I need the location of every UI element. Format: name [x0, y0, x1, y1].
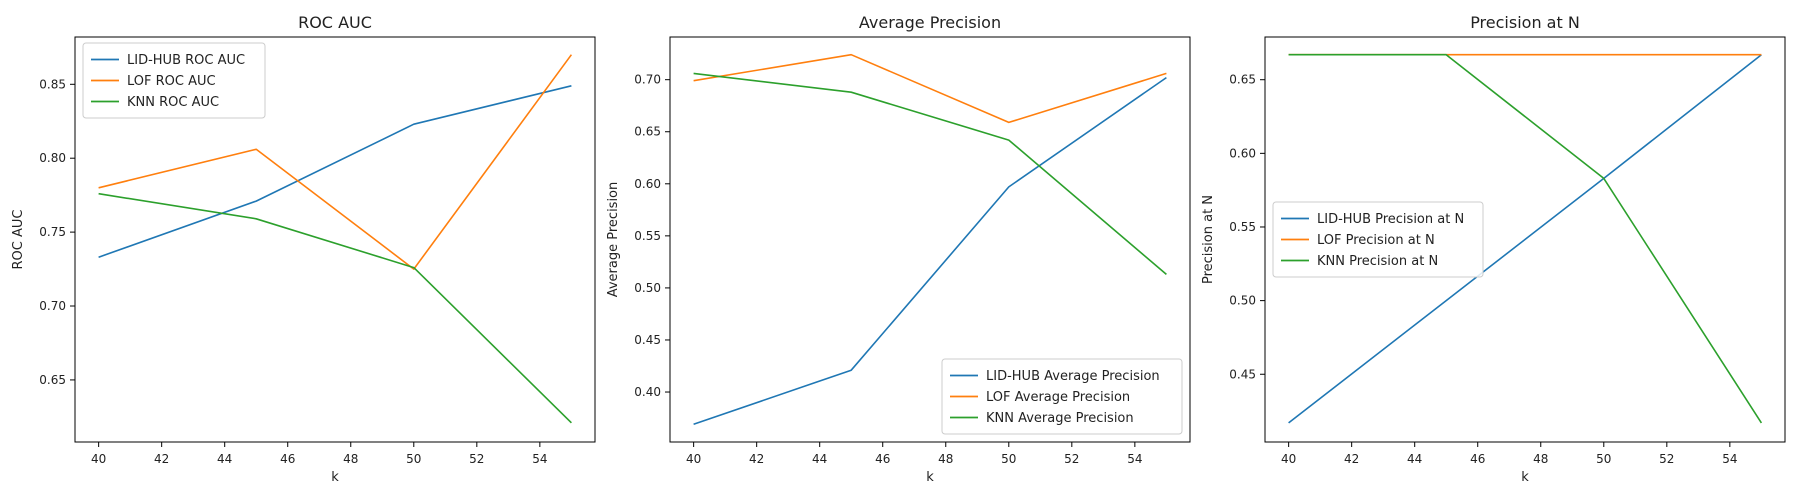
legend-box: [82, 42, 266, 119]
chart-panel-roc-auc: ROC AUC 40 42 44 46 48 50 52 54 0.65 0.70 0.75 0.80…: [11, 13, 596, 485]
x-tick-label: 50: [1596, 452, 1611, 466]
x-tick-label: 54: [532, 452, 547, 466]
x-tick-label: 52: [469, 452, 484, 466]
legend-entry: LID-HUB ROC AUC: [127, 53, 245, 68]
x-tick-label: 46: [1470, 452, 1485, 466]
x-tick-label: 40: [686, 452, 701, 466]
chart-panel-average-precision: Average Precision 40 42 44 46 48 50 52 54 0.40 0.…: [606, 13, 1191, 485]
y-tick-label: 0.60: [634, 177, 661, 191]
x-tick-label: 54: [1127, 452, 1142, 466]
y-tick-label: 0.65: [634, 125, 661, 139]
y-tick-label: 0.55: [634, 229, 661, 243]
x-tick-label: 46: [280, 452, 295, 466]
y-tick-label: 0.40: [634, 385, 661, 399]
x-axis-label: k: [331, 470, 339, 485]
x-tick-label: 40: [1281, 452, 1296, 466]
chart-title: Precision at N: [1470, 13, 1580, 32]
x-tick-label: 52: [1659, 452, 1674, 466]
y-tick-label: 0.60: [1229, 146, 1256, 160]
legend-entry: LOF ROC AUC: [127, 74, 216, 89]
x-tick-label: 52: [1064, 452, 1079, 466]
y-tick-label: 0.55: [1229, 220, 1256, 234]
x-tick-label: 54: [1722, 452, 1737, 466]
x-tick-label: 48: [1533, 452, 1548, 466]
y-tick-label: 0.50: [634, 281, 661, 295]
legend-box: [941, 358, 1183, 435]
x-tick-label: 50: [1001, 452, 1016, 466]
y-tick-label: 0.45: [1229, 367, 1256, 381]
y-tick-label: 0.70: [634, 73, 661, 87]
y-tick-label: 0.80: [39, 151, 66, 165]
legend-entry: LOF Precision at N: [1317, 233, 1435, 248]
series-line-2: [693, 53, 1167, 124]
plot-area: [74, 36, 596, 443]
x-tick-label: 40: [91, 452, 106, 466]
x-tick-label: 48: [343, 452, 358, 466]
y-tick-label: 0.85: [39, 77, 66, 91]
legend: LID-HUB Average Precision LOF Average Pre…: [941, 358, 1183, 435]
y-tick-label: 0.75: [39, 225, 66, 239]
x-axis-label: k: [926, 470, 934, 485]
plot-area: [1264, 36, 1786, 443]
legend-entry: LOF Average Precision: [986, 390, 1130, 405]
series-line-3: [1288, 53, 1763, 424]
legend: LID-HUB Precision at N LOF Precision at N…: [1272, 201, 1484, 278]
series-line-3: [98, 192, 572, 424]
x-tick-label: 44: [1407, 452, 1422, 466]
legend-entry: LID-HUB Average Precision: [986, 369, 1160, 384]
series-line-1: [693, 76, 1167, 426]
plot-area: [669, 36, 1191, 443]
y-tick-label: 0.65: [1229, 73, 1256, 87]
y-tick-label: 0.45: [634, 333, 661, 347]
y-tick-label: 0.65: [39, 373, 66, 387]
legend: LID-HUB ROC AUC LOF ROC AUC KNN ROC AUC: [82, 42, 266, 119]
y-axis-label: ROC AUC: [11, 210, 26, 270]
x-axis-label: k: [1521, 470, 1529, 485]
x-tick-label: 42: [749, 452, 764, 466]
legend-entry: KNN Precision at N: [1317, 254, 1438, 269]
legend-box: [1272, 201, 1484, 278]
x-tick-label: 48: [938, 452, 953, 466]
x-tick-label: 50: [406, 452, 421, 466]
legend-entry: LID-HUB Precision at N: [1317, 212, 1464, 227]
legend-entry: KNN Average Precision: [986, 411, 1134, 426]
x-tick-label: 44: [812, 452, 827, 466]
x-tick-label: 46: [875, 452, 890, 466]
y-axis-label: Average Precision: [606, 182, 621, 298]
x-tick-label: 44: [217, 452, 232, 466]
x-tick-label: 42: [154, 452, 169, 466]
x-tick-label: 42: [1344, 452, 1359, 466]
chart-title: ROC AUC: [298, 13, 372, 32]
y-tick-label: 0.50: [1229, 294, 1256, 308]
legend-entry: KNN ROC AUC: [127, 95, 219, 110]
series-line-2: [98, 54, 573, 270]
chart-title: Average Precision: [859, 13, 1001, 32]
chart-panel-precision-at-n: Precision at N 40 42 44 46 48 50 52 54 0.45 0.50 0…: [1201, 13, 1786, 485]
series-line-1: [98, 85, 572, 258]
series-line-1: [1288, 54, 1762, 424]
y-axis-label: Precision at N: [1201, 195, 1216, 284]
y-tick-label: 0.70: [39, 299, 66, 313]
series-line-3: [693, 72, 1167, 276]
